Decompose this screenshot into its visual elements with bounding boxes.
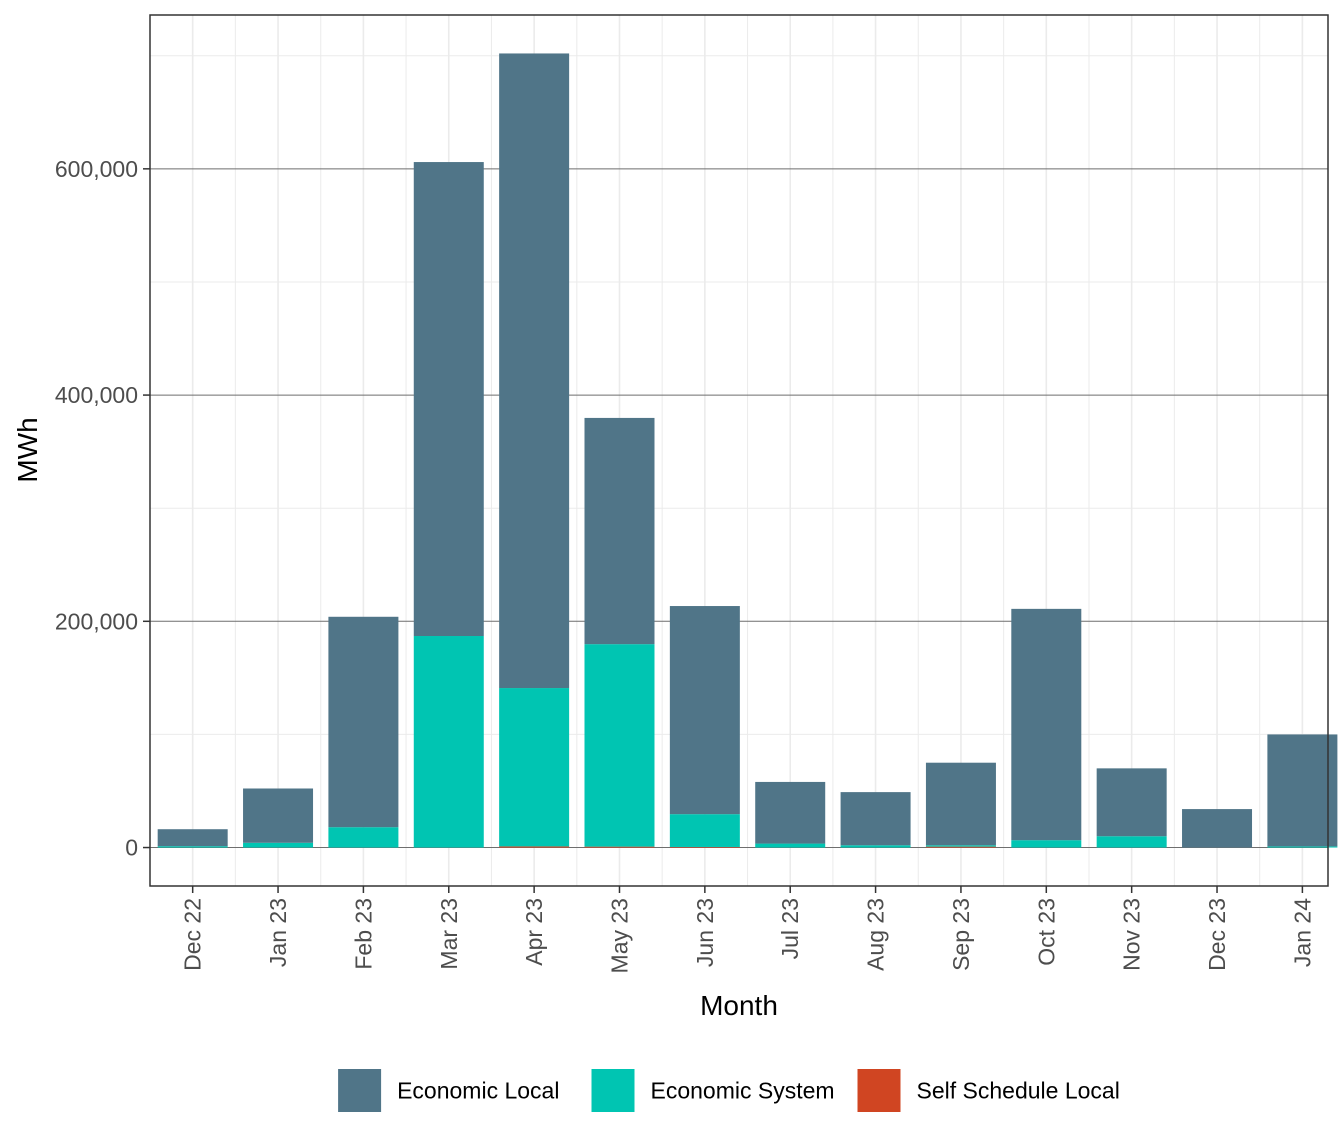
x-tick-label: Jan 23	[265, 898, 291, 967]
bar-economic-system	[1096, 836, 1167, 848]
legend-label: Economic Local	[397, 1078, 559, 1104]
x-tick-label: Oct 23	[1033, 898, 1059, 966]
y-tick-label: 0	[125, 835, 138, 861]
x-tick-label: Feb 23	[350, 898, 376, 970]
bar-economic-system	[157, 846, 228, 848]
panel-border	[149, 14, 1329, 887]
bar-economic-local	[1096, 768, 1167, 837]
x-tick-label: Jun 23	[692, 898, 718, 967]
bar-economic-local	[584, 417, 655, 645]
bar-economic-local	[755, 781, 826, 844]
bar-economic-local	[840, 792, 911, 846]
bar-economic-local	[669, 606, 740, 815]
legend-key	[338, 1069, 382, 1112]
y-tick-label: 600,000	[55, 156, 138, 182]
bar-economic-system	[755, 843, 826, 848]
legend-key	[591, 1069, 635, 1112]
x-tick-label: Dec 22	[180, 898, 206, 971]
x-tick-label: Sep 23	[948, 898, 974, 971]
x-tick-label: Apr 23	[521, 898, 547, 966]
bar-self-schedule-local	[499, 846, 570, 848]
x-tick-label: May 23	[606, 898, 632, 973]
y-axis-title: MWh	[12, 417, 43, 482]
y-tick-label: 200,000	[55, 608, 138, 634]
y-axis: 0 200,000 400,000 600,000	[55, 156, 150, 861]
x-axis: Dec 22 Jan 23 Feb 23 Mar 23 Apr 23 May 23 Jun …	[180, 886, 1315, 973]
y-tick-label: 400,000	[55, 382, 138, 408]
bar-economic-local	[157, 829, 228, 847]
bar-economic-local	[1267, 734, 1338, 847]
bar-economic-local	[328, 616, 399, 828]
x-tick-label: Jan 24	[1289, 898, 1315, 967]
bar-economic-system	[413, 636, 484, 848]
legend-key	[857, 1069, 901, 1112]
legend: Economic Local Economic System Self Schedu…	[338, 1069, 1120, 1112]
x-tick-label: Aug 23	[863, 898, 889, 971]
bar-economic-system	[925, 845, 996, 847]
bars	[157, 53, 1338, 848]
bar-economic-system	[1267, 846, 1338, 848]
bar-economic-local	[925, 762, 996, 846]
x-tick-label: Nov 23	[1119, 898, 1145, 971]
legend-label: Self Schedule Local	[917, 1078, 1120, 1104]
bar-economic-local	[413, 162, 484, 637]
bar-self-schedule-local	[669, 846, 740, 848]
bar-self-schedule-local	[925, 846, 996, 848]
x-tick-label: Mar 23	[436, 898, 462, 970]
bar-economic-system	[840, 845, 911, 848]
x-tick-label: Dec 23	[1204, 898, 1230, 971]
bar-economic-local	[243, 788, 314, 843]
bar-economic-system	[328, 827, 399, 848]
bar-self-schedule-local	[584, 846, 655, 848]
bar-economic-system	[499, 688, 570, 847]
bar-economic-system	[1011, 840, 1082, 848]
bar-economic-local	[1011, 608, 1082, 841]
bar-economic-system	[243, 842, 314, 848]
bar-economic-local	[499, 53, 570, 689]
bar-economic-system	[584, 644, 655, 847]
x-tick-label: Jul 23	[777, 898, 803, 959]
bar-economic-local	[1182, 809, 1253, 848]
minor-gridlines	[150, 15, 1328, 886]
bar-economic-system	[669, 814, 740, 847]
legend-label: Economic System	[651, 1078, 835, 1104]
x-axis-title: Month	[700, 990, 778, 1021]
